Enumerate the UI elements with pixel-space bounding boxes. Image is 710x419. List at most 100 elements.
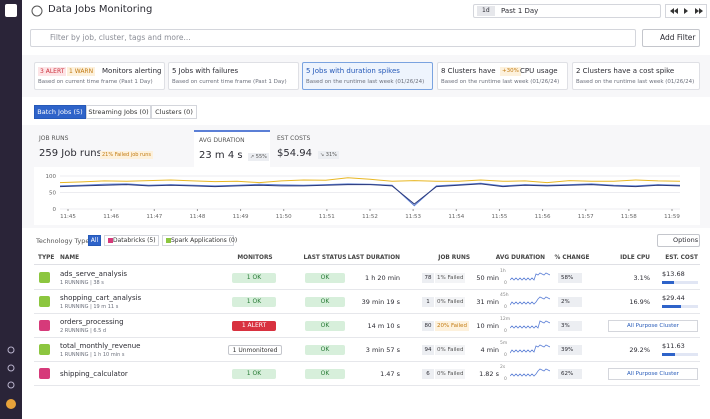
- job-name[interactable]: shopping_cart_analysis: [60, 294, 142, 302]
- spark-min: 0: [504, 281, 507, 286]
- summary-card[interactable]: 5 Jobs with duration spikes Based on the …: [302, 62, 433, 90]
- x-tick-label: 11:56: [535, 214, 551, 220]
- y-tick-label: 100: [46, 174, 57, 180]
- change-badge: 58%: [558, 273, 582, 283]
- alert-badge: 3 ALERT: [38, 67, 67, 76]
- series-line: [59, 183, 681, 205]
- spark-max: 45h: [500, 293, 509, 298]
- table-row[interactable]: orders_processing 2 RUNNING | 6.5 d 1 ALER…: [34, 314, 700, 338]
- tab[interactable]: Clusters (0): [151, 105, 197, 119]
- est-cost: $29.44: [662, 294, 685, 302]
- job-name[interactable]: ads_serve_analysis: [60, 270, 128, 278]
- card-title: Monitors alerting: [102, 67, 162, 75]
- runs-count: 6: [422, 369, 434, 379]
- change-badge: 2%: [558, 297, 582, 307]
- spark-path: [510, 296, 550, 306]
- monitor-badge: 1 OK: [232, 297, 276, 307]
- tech-option[interactable]: All: [88, 235, 101, 246]
- last-duration: 14 m 10 s: [367, 322, 400, 330]
- type-icon: [39, 344, 50, 355]
- job-name[interactable]: total_monthly_revenue: [60, 342, 141, 350]
- forward-icon[interactable]: [695, 8, 703, 14]
- avg-duration: 31 min: [476, 298, 499, 306]
- job-status: 2 RUNNING | 6.5 d: [60, 328, 107, 334]
- tab[interactable]: Batch Jobs (5): [34, 105, 86, 119]
- spark-max: 1h: [500, 269, 506, 274]
- icon: [7, 364, 15, 372]
- swatch: [166, 238, 171, 243]
- x-tick-label: 11:58: [621, 214, 637, 220]
- monitor-badge: 1 OK: [232, 273, 276, 283]
- table-row[interactable]: total_monthly_revenue 1 RUNNING | 1 h 10 …: [34, 338, 700, 362]
- x-tick-label: 11:54: [448, 214, 464, 220]
- metric-value: $54.94: [277, 148, 312, 159]
- page-icon: [31, 5, 43, 17]
- add-filter-button[interactable]: Add Filter: [642, 29, 700, 47]
- tab[interactable]: Streaming Jobs (0): [86, 105, 151, 119]
- type-icon: [39, 272, 50, 283]
- logo: [5, 4, 17, 17]
- monitor-badge: 1 ALERT: [232, 321, 276, 331]
- job-name[interactable]: shipping_calculator: [60, 370, 128, 378]
- alert-badge: 1 WARN: [67, 67, 96, 76]
- table-row[interactable]: shipping_calculator 1 OK OK 1.47 s 6 0% Faile…: [34, 362, 700, 386]
- icon: [31, 5, 43, 17]
- time-controls[interactable]: [665, 4, 707, 18]
- column-header: EST. COST: [665, 255, 698, 261]
- metric[interactable]: EST COSTS $54.94 ↘ 31%: [272, 130, 339, 167]
- cost-bar: [662, 353, 675, 356]
- job-name[interactable]: orders_processing: [60, 318, 124, 326]
- x-tick-label: 11:51: [319, 214, 335, 220]
- summary-card[interactable]: 5 Jobs with failures Based on current tim…: [168, 62, 299, 90]
- summary-card[interactable]: 8 Clusters have +30% CPU usage Based on the…: [437, 62, 568, 90]
- x-tick-label: 11:46: [103, 214, 119, 220]
- metric[interactable]: AVG DURATION 23 m 4 s ↗ 55%: [194, 130, 270, 167]
- card-title: 8 Clusters have: [441, 67, 496, 75]
- tech-option[interactable]: Spark Applications (0): [162, 235, 237, 246]
- column-header: JOB RUNS: [438, 255, 470, 261]
- avatar: [6, 399, 16, 409]
- table-row[interactable]: shopping_cart_analysis 1 RUNNING | 19 m 1…: [34, 290, 700, 314]
- sparkline: [510, 296, 550, 306]
- card-title: 5 Jobs with duration spikes: [306, 67, 400, 75]
- summary-card[interactable]: 3 ALERT 1 WARN Monitors alerting Based on c…: [34, 62, 165, 90]
- series-line: [59, 182, 681, 207]
- page-title: Data Jobs Monitoring: [48, 4, 153, 15]
- runs-count: 94: [422, 345, 434, 355]
- metric-badge: 21% Failed job runs: [100, 151, 154, 159]
- table-row[interactable]: ads_serve_analysis 1 RUNNING | 38 s 1 OK OK…: [34, 266, 700, 290]
- time-picker[interactable]: 1d Past 1 Day: [473, 4, 661, 18]
- filter-box[interactable]: Filter by job, cluster, tags and more...: [30, 29, 636, 47]
- column-header: TYPE: [38, 255, 55, 261]
- icon: [7, 381, 15, 389]
- metric[interactable]: JOB RUNS 259 Job runs 21% Failed job runs: [34, 130, 192, 167]
- idle-cpu: 16.9%: [629, 298, 650, 306]
- cluster-link[interactable]: All Purpose Cluster: [608, 320, 698, 332]
- metric-badge: ↘ 31%: [318, 151, 339, 159]
- card-title-end: CPU usage: [520, 67, 558, 75]
- back-icon[interactable]: [670, 8, 678, 14]
- column-header: LAST STATUS: [303, 255, 347, 261]
- tech-option[interactable]: Databricks (5): [104, 235, 159, 246]
- spark-min: 0: [504, 377, 507, 382]
- avg-duration: 50 min: [476, 274, 499, 282]
- sparkline: [510, 272, 550, 281]
- x-tick-label: 11:55: [491, 214, 507, 220]
- last-duration: 1.47 s: [380, 370, 400, 378]
- avg-duration: 4 min: [480, 346, 499, 354]
- metric-label: JOB RUNS: [39, 135, 69, 142]
- spark-max: 2s: [500, 365, 506, 370]
- spark-min: 0: [504, 353, 507, 358]
- y-tick-label: 50: [49, 191, 56, 197]
- summary-card[interactable]: 2 Clusters have a cost spike Based on the…: [572, 62, 700, 90]
- cluster-link[interactable]: All Purpose Cluster: [608, 368, 698, 380]
- sidebar-icons: [5, 4, 17, 409]
- status-badge: OK: [305, 273, 345, 283]
- avg-duration: 10 min: [476, 322, 499, 330]
- x-tick-label: 11:49: [233, 214, 249, 220]
- status-badge: OK: [305, 297, 345, 307]
- spark-max: 5m: [500, 341, 508, 346]
- play-icon[interactable]: [684, 8, 688, 14]
- options-button[interactable]: Options: [657, 234, 700, 247]
